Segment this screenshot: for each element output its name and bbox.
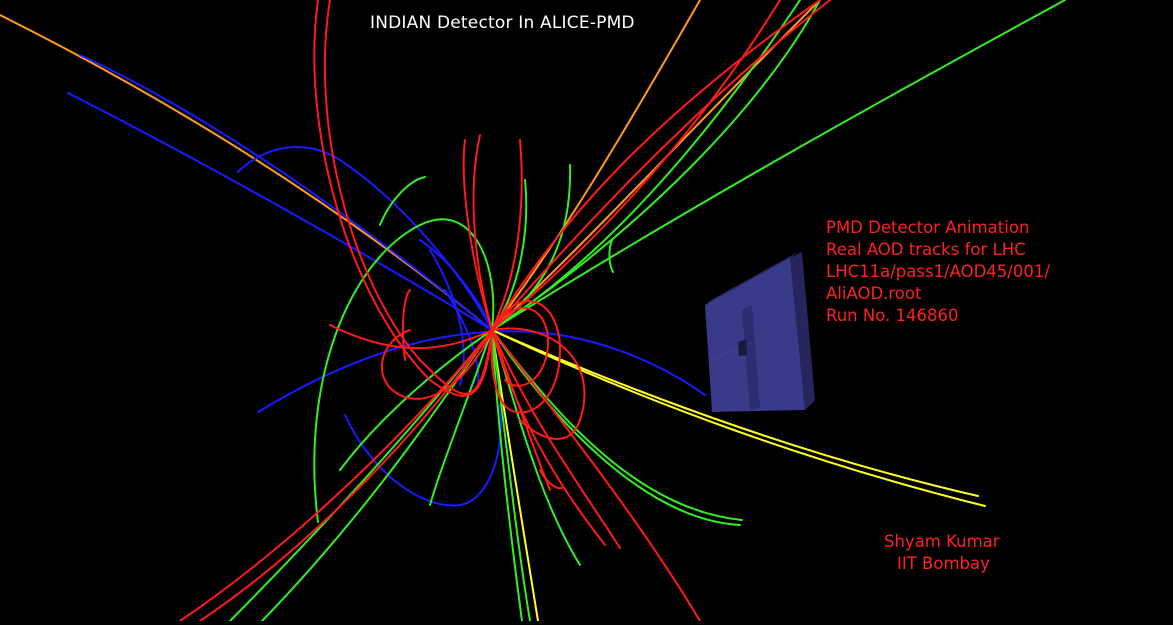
track-green [339, 329, 493, 471]
track-red [179, 329, 493, 622]
track-yellow [491, 329, 979, 497]
track-yellow [491, 329, 539, 622]
credit-institute: IIT Bombay [897, 554, 990, 573]
track-red [491, 329, 701, 622]
track-red [472, 134, 493, 331]
pmd-detector [705, 252, 815, 412]
track-green [491, 329, 741, 526]
track-red [491, 329, 621, 549]
track-red [491, 0, 831, 331]
track-green [429, 329, 493, 506]
info-line-animation: PMD Detector Animation [826, 218, 1030, 237]
track-red [539, 469, 563, 490]
track-blue [257, 330, 706, 413]
track-blue [429, 249, 465, 386]
track-red [381, 329, 493, 400]
track-green [491, 329, 743, 521]
track-red [491, 0, 781, 331]
track-blue [79, 54, 493, 331]
track-orange [0, 14, 493, 331]
track-red [199, 329, 493, 622]
track-blue [67, 92, 493, 331]
credit-author: Shyam Kumar [884, 532, 1000, 551]
track-red [491, 307, 550, 387]
info-line-file-name: AliAOD.root [826, 284, 922, 303]
track-red [491, 329, 551, 491]
track-red [329, 324, 493, 350]
track-red [313, 0, 493, 397]
track-red [491, 327, 586, 440]
track-red [462, 139, 493, 331]
track-blue [444, 289, 480, 386]
track-red [491, 139, 523, 331]
track-blue [237, 146, 493, 331]
track-green [229, 329, 493, 622]
track-green [491, 0, 1066, 331]
info-line-aod-tracks: Real AOD tracks for LHC [826, 240, 1026, 259]
track-blue [419, 239, 493, 331]
track-green [491, 329, 523, 622]
track-red [491, 329, 606, 546]
track-green [608, 239, 614, 273]
track-red [491, 0, 821, 331]
track-yellow [491, 329, 986, 507]
track-blue [344, 404, 502, 507]
track-red [401, 289, 411, 361]
info-panel: PMD Detector Animation Real AOD tracks f… [826, 217, 1050, 327]
track-green [379, 176, 426, 226]
info-line-run-number: Run No. 146860 [826, 306, 959, 325]
page-title: INDIAN Detector In ALICE-PMD [370, 13, 635, 33]
track-green [313, 218, 495, 523]
info-line-data-path: LHC11a/pass1/AOD45/001/ [826, 262, 1050, 281]
track-green [491, 329, 531, 622]
track-orange [491, 0, 701, 331]
track-red [490, 300, 562, 414]
credits: Shyam Kumar IIT Bombay [884, 531, 1000, 575]
